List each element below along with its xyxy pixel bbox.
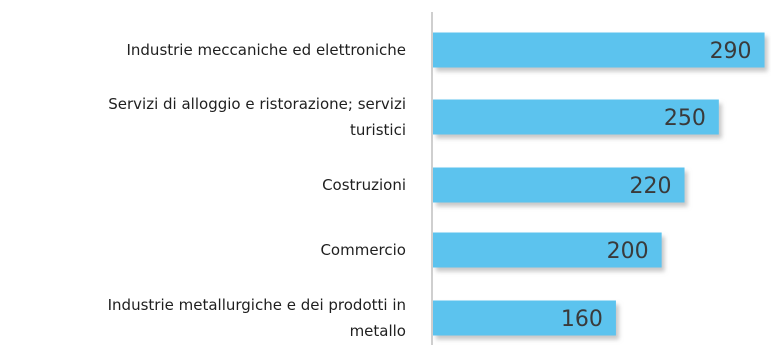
bar-1 [433, 32, 765, 68]
category-label-4: Commercio [320, 241, 406, 259]
bar-4 [433, 232, 662, 268]
data-label-4: 200 [607, 239, 649, 264]
bar-3 [433, 167, 685, 203]
data-label-1: 290 [710, 39, 752, 64]
category-label-2-line-1: Servizi di alloggio e ristorazione; serv… [108, 95, 406, 113]
bar-5 [433, 300, 616, 336]
category-label-2-line-2: turistici [350, 121, 406, 139]
category-label-3: Costruzioni [322, 176, 406, 194]
data-label-2: 250 [664, 106, 706, 131]
category-label-5-line-2: metallo [350, 322, 406, 340]
data-label-3: 220 [630, 174, 672, 199]
data-label-5: 160 [561, 307, 603, 332]
category-label-5-line-1: Industrie metallurgiche e dei prodotti i… [108, 296, 406, 314]
category-label-1: Industrie meccaniche ed elettroniche [126, 41, 406, 59]
bar-2 [433, 99, 719, 135]
